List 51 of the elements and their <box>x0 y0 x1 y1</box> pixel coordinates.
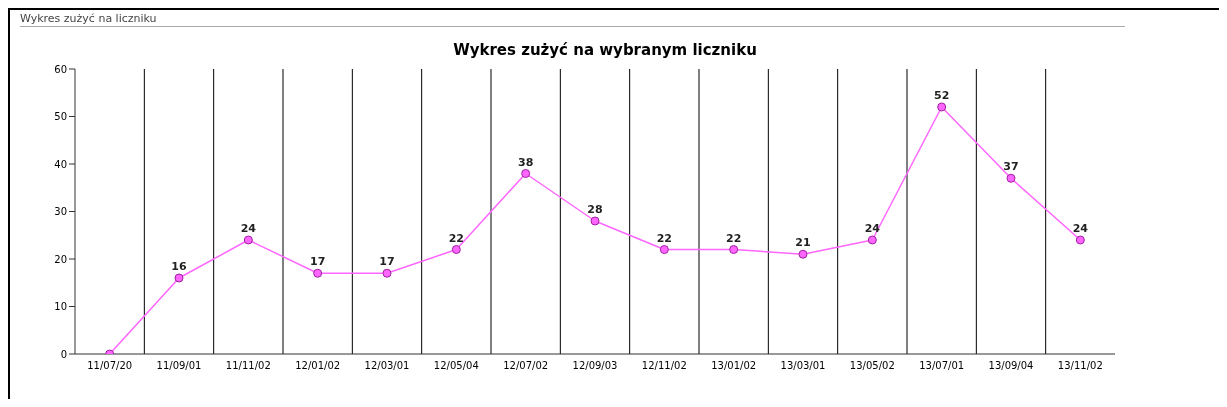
y-tick-label: 50 <box>54 111 67 123</box>
y-tick-label: 10 <box>54 301 67 313</box>
x-tick-label: 12/07/02 <box>503 360 549 372</box>
data-label: 52 <box>934 89 950 102</box>
point <box>867 235 877 245</box>
x-tick-label: 11/11/02 <box>225 360 271 372</box>
data-label: 17 <box>379 255 395 269</box>
x-tick-label: 13/01/02 <box>711 360 757 372</box>
chart-title: Wykres zużyć na wybranym liczniku <box>452 41 758 59</box>
data-label: 24 <box>1072 222 1089 235</box>
data-label: 17 <box>310 255 326 269</box>
point <box>451 245 461 254</box>
point <box>729 245 739 254</box>
y-tick-label: 0 <box>60 348 67 360</box>
point <box>382 268 392 278</box>
y-tick-label: 30 <box>54 206 67 218</box>
data-label: 38 <box>518 155 534 169</box>
x-tick-label: 12/03/01 <box>364 360 410 372</box>
point <box>659 245 669 254</box>
x-tick-label: 12/09/03 <box>572 360 618 372</box>
data-label: 22 <box>656 231 672 245</box>
data-label: 21 <box>795 236 811 250</box>
point <box>1006 173 1016 183</box>
point <box>937 102 947 112</box>
x-tick-label: 13/03/01 <box>780 360 826 372</box>
x-tick-label: 13/07/01 <box>919 360 965 372</box>
data-label: 22 <box>448 231 464 245</box>
text: Wykres zużyć na liczniku <box>20 10 1125 27</box>
x-tick-label: 13/09/04 <box>988 360 1034 372</box>
point <box>174 273 184 283</box>
y-tick-label: 20 <box>54 253 67 265</box>
point <box>313 268 323 278</box>
point <box>798 249 808 259</box>
x-tick-label: 12/01/02 <box>295 360 341 372</box>
x-tick-label: 11/07/20 <box>87 360 133 372</box>
point <box>521 169 531 178</box>
y-tick-label: 40 <box>54 158 67 170</box>
x-tick-label: 12/11/02 <box>641 360 687 372</box>
data-label: 37 <box>1003 160 1019 174</box>
point <box>243 235 253 245</box>
point <box>590 216 600 226</box>
x-tick-label: 13/11/02 <box>1057 360 1103 372</box>
data-label: 22 <box>726 231 742 245</box>
x-tick-label: 12/05/04 <box>433 360 479 372</box>
data-label: 28 <box>587 203 603 216</box>
data-label: 24 <box>240 222 257 235</box>
x-tick-label: 11/09/01 <box>156 360 202 372</box>
data-label: 16 <box>171 260 187 273</box>
x-tick-label: 13/05/02 <box>849 360 895 372</box>
point <box>1075 235 1085 245</box>
y-tick-label: 60 <box>54 63 67 75</box>
